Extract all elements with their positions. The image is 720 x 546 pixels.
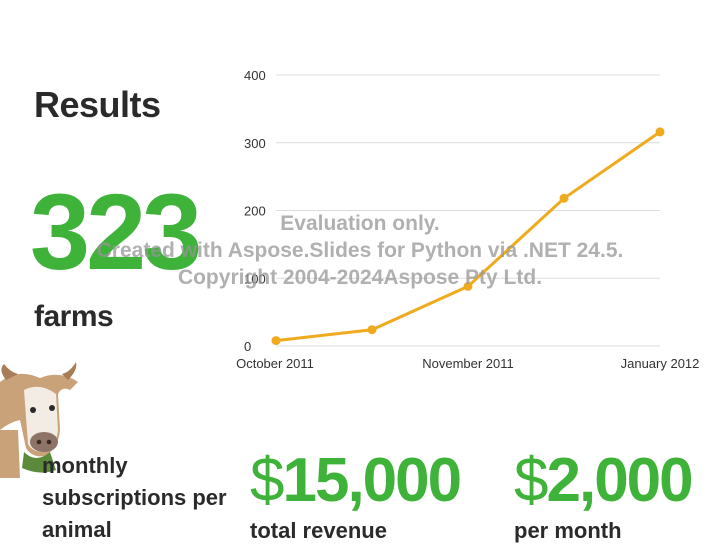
data-point [655,127,665,137]
farm-count: 323 [30,171,202,292]
y-tick-label: 200 [244,204,266,219]
chart-ticks: 0 100 200 300 400 October 2011 November 2011 Ja… [236,68,699,371]
monthly-amount: $2,000 [514,450,694,512]
monthly-currency-symbol: $ [514,446,549,515]
y-tick-label: 0 [244,339,251,354]
data-point [271,336,281,346]
subscriptions-label: monthly subscriptions per animal [42,453,227,542]
per-month-label: per month [514,518,622,543]
chart-gridlines [276,74,660,347]
chart-series [271,127,665,346]
farms-label: farms [34,300,114,333]
y-tick-label: 300 [244,136,266,151]
series-line [275,130,661,343]
revenue-value: 15,000 [282,446,462,515]
data-point [367,325,377,335]
cow-illustration [0,362,78,478]
data-point [559,193,569,203]
page-title: Results [34,84,161,125]
monthly-value: 2,000 [546,446,693,515]
y-tick-label: 100 [244,271,266,286]
revenue-currency-symbol: $ [250,446,285,515]
revenue-amount: $15,000 [250,450,462,512]
x-tick-label: November 2011 [422,356,514,371]
y-tick-label: 400 [244,68,266,83]
x-tick-label: October 2011 [236,356,314,371]
data-point [463,281,473,291]
revenue-label: total revenue [250,518,387,543]
x-tick-label: January 2012 [621,356,700,371]
